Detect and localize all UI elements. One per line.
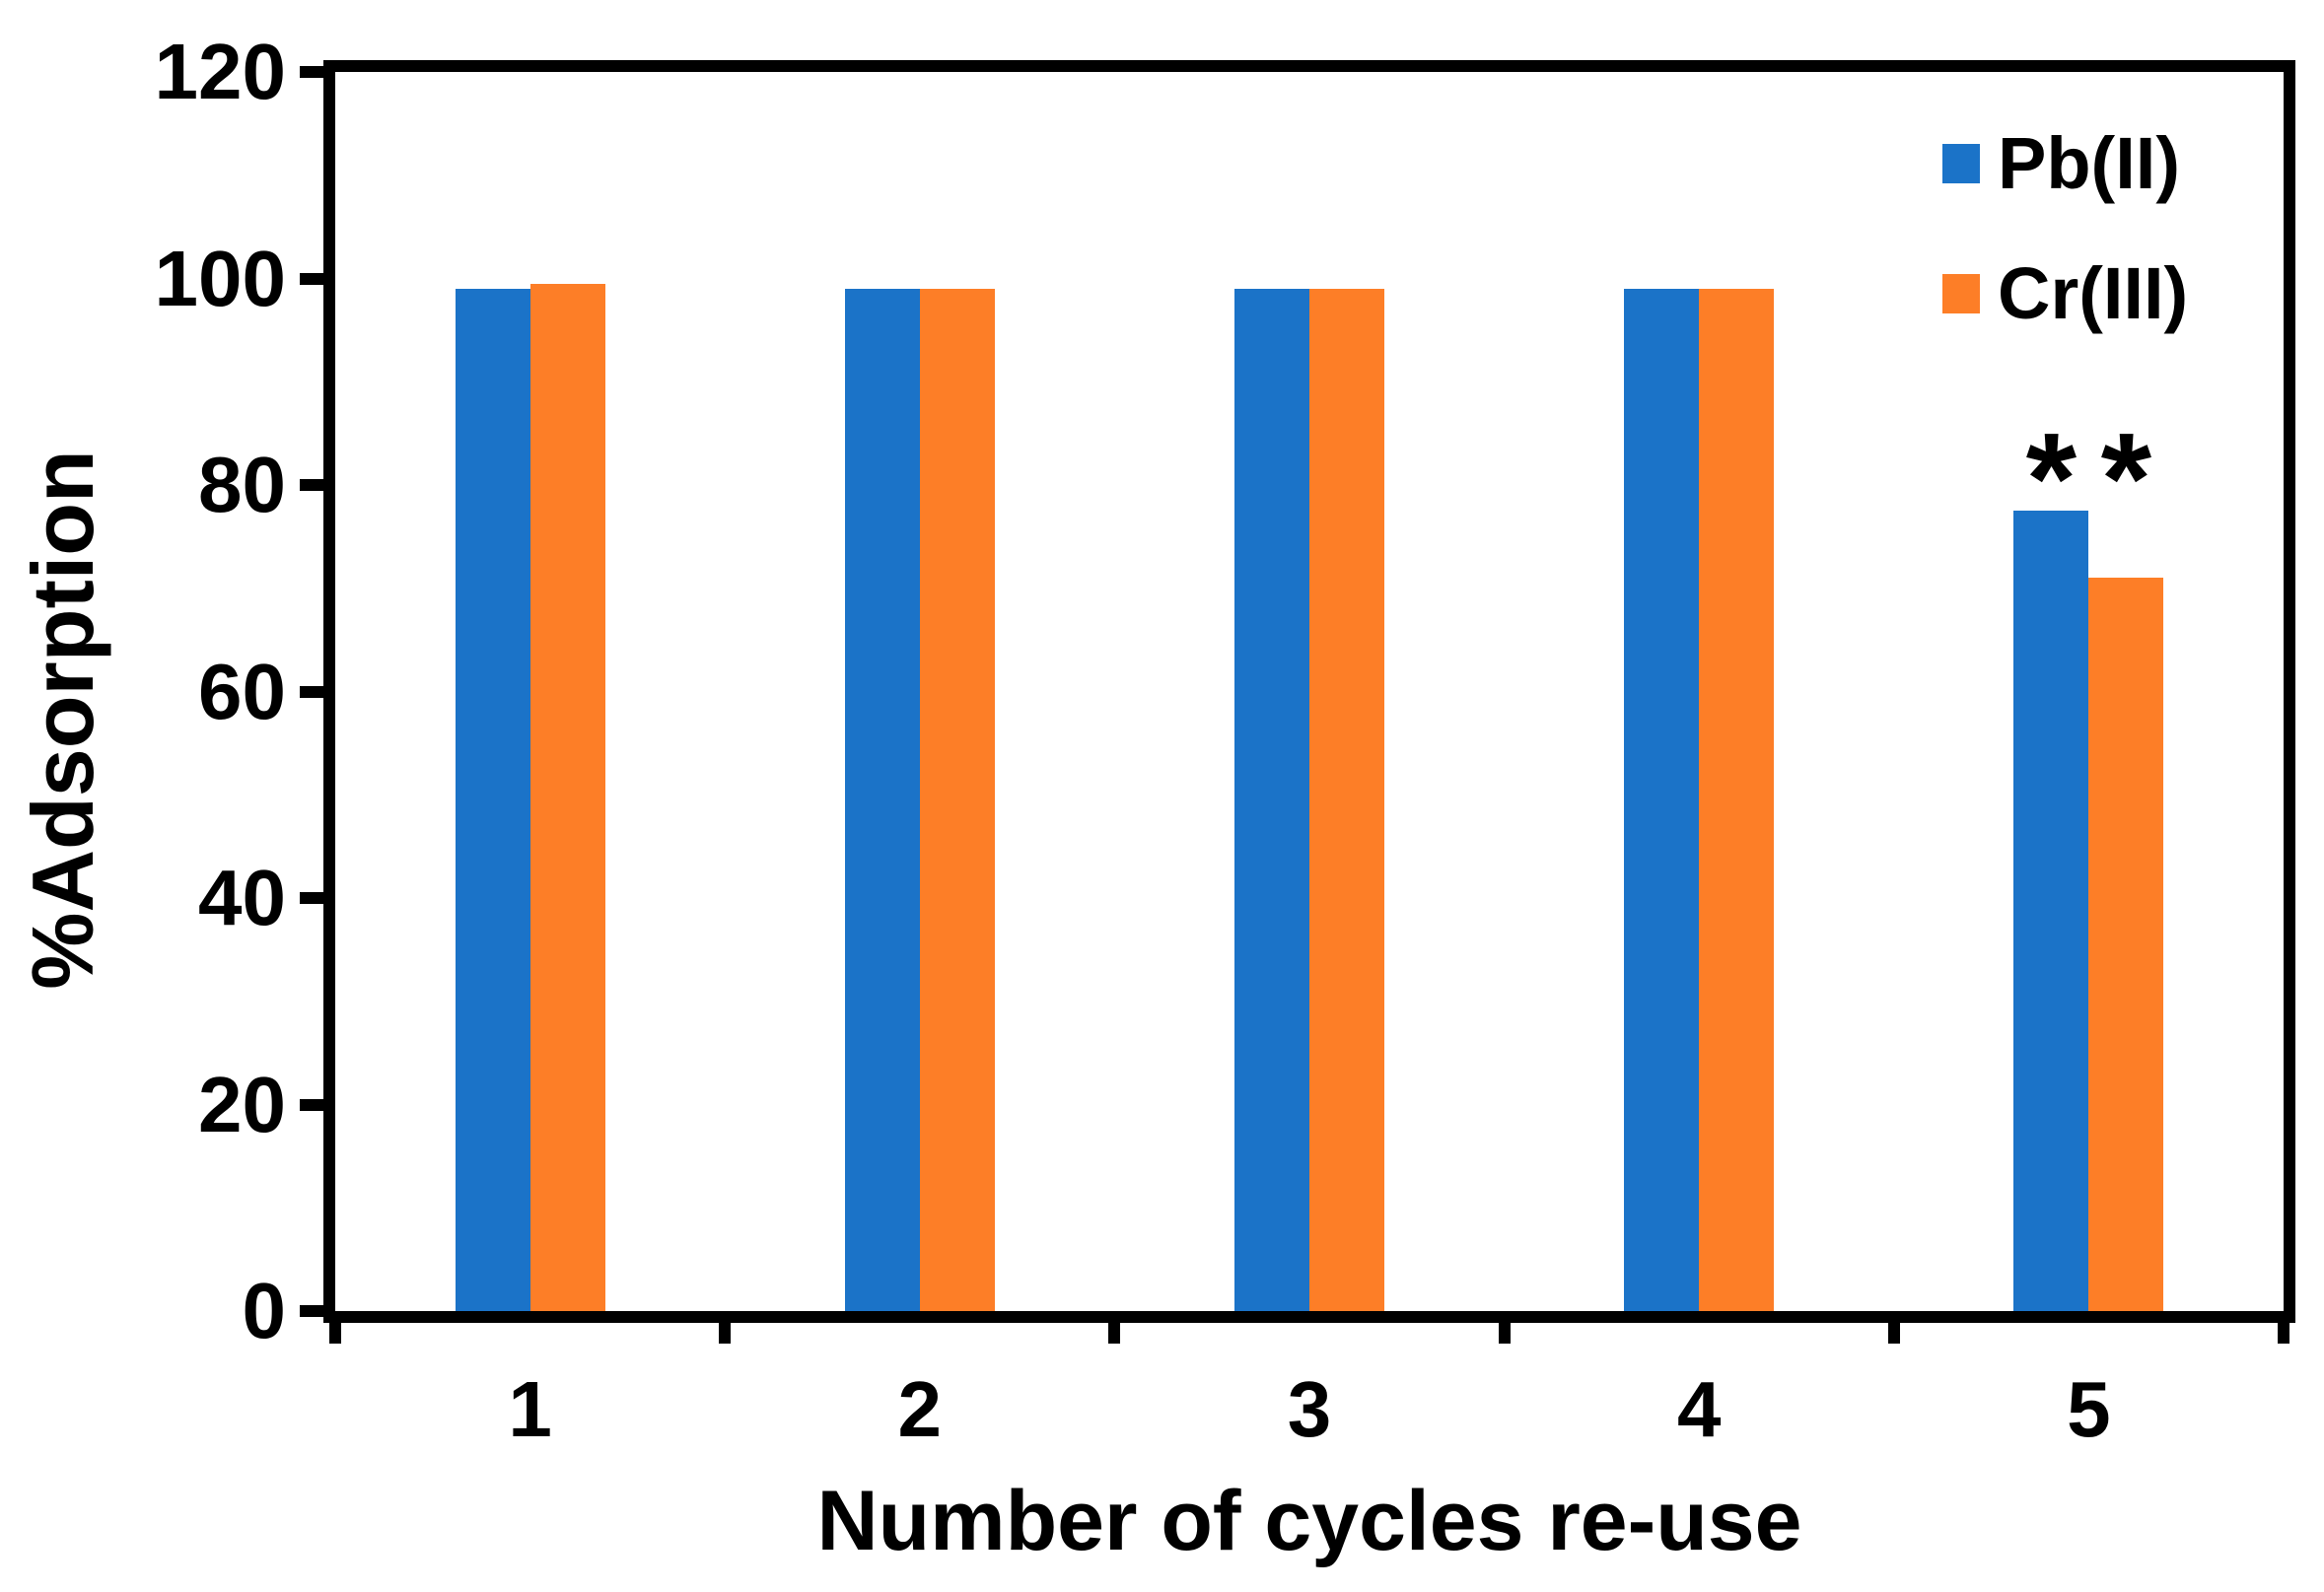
legend-swatch-pb-icon (1942, 144, 1980, 183)
y-axis-tick-label: 120 (154, 28, 286, 115)
bar-Pb(II)-cycle-4 (1624, 288, 1700, 1311)
legend-entry-cr: Cr(III) (1942, 229, 2188, 359)
bar-Pb(II)-cycle-5 (2013, 511, 2089, 1311)
bar-Pb(II)-cycle-1 (455, 288, 530, 1311)
x-axis-tick-mark (329, 1317, 341, 1344)
bar-Pb(II)-cycle-2 (844, 288, 920, 1311)
y-axis-tick-mark (300, 479, 325, 491)
bar-Cr(III)-cycle-2 (919, 288, 995, 1311)
bar-Cr(III)-cycle-1 (529, 283, 605, 1311)
y-axis-tick-label: 20 (198, 1060, 286, 1148)
x-axis-tick-label: 1 (508, 1365, 552, 1453)
x-axis-title: Number of cycles re-use (816, 1474, 1802, 1568)
y-axis-tick-label: 40 (198, 854, 286, 941)
x-axis-tick-label: 5 (2067, 1365, 2111, 1453)
y-axis-tick-mark (300, 892, 325, 904)
x-axis-tick-mark (2278, 1317, 2289, 1344)
x-axis-tick-mark (1498, 1317, 1511, 1344)
legend: Pb(II) Cr(III) (1942, 99, 2188, 359)
y-axis-tick-mark (300, 1305, 325, 1317)
y-axis-tick-label: 80 (198, 441, 286, 528)
legend-label-cr: Cr(III) (1998, 252, 2189, 334)
y-axis-tick-label: 100 (154, 234, 286, 322)
legend-swatch-cr-icon (1942, 274, 1980, 313)
x-axis-tick-label: 3 (1287, 1365, 1332, 1453)
bar-Cr(III)-cycle-4 (1699, 288, 1775, 1311)
bar-Pb(II)-cycle-3 (1234, 288, 1309, 1311)
x-axis-tick-label: 2 (897, 1365, 943, 1453)
significance-asterisk-Cr(III): * (2100, 406, 2152, 552)
y-axis-tick-mark (300, 1098, 325, 1111)
legend-entry-pb: Pb(II) (1942, 99, 2188, 229)
bar-Cr(III)-cycle-3 (1309, 288, 1384, 1311)
y-axis-tick-label: 0 (242, 1267, 287, 1354)
x-axis-tick-mark (719, 1317, 732, 1344)
significance-asterisk-Pb(II): * (2025, 406, 2078, 552)
legend-label-pb: Pb(II) (1998, 122, 2180, 204)
x-axis-tick-mark (1108, 1317, 1121, 1344)
bar-Cr(III)-cycle-5 (2088, 578, 2164, 1311)
x-axis-tick-label: 4 (1676, 1365, 1722, 1453)
y-axis-tick-mark (300, 272, 325, 285)
y-axis-tick-mark (300, 685, 325, 698)
y-axis-tick-label: 60 (198, 647, 286, 735)
y-axis-tick-mark (300, 66, 325, 78)
x-axis-tick-mark (1887, 1317, 1900, 1344)
